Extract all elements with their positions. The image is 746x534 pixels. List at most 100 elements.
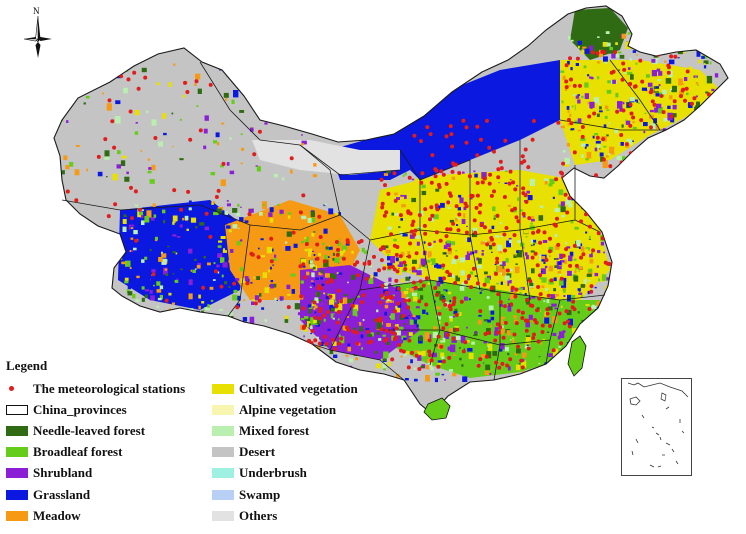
station-dot bbox=[523, 147, 528, 152]
legend-label: Others bbox=[239, 507, 278, 523]
landcover-speckle bbox=[262, 204, 265, 206]
landcover-speckle bbox=[323, 292, 326, 295]
landcover-speckle bbox=[436, 264, 442, 269]
station-dot bbox=[536, 285, 541, 289]
landcover-speckle bbox=[168, 292, 172, 296]
landcover-speckle bbox=[172, 221, 176, 225]
landcover-speckle bbox=[580, 284, 585, 288]
landcover-speckle bbox=[514, 319, 519, 323]
landcover-speckle bbox=[589, 259, 594, 264]
landcover-speckle bbox=[330, 307, 334, 312]
station-dot bbox=[479, 137, 483, 142]
landcover-speckle bbox=[344, 329, 347, 331]
landcover-speckle bbox=[354, 322, 360, 327]
landcover-speckle bbox=[383, 245, 389, 249]
landcover-speckle bbox=[412, 259, 417, 264]
landcover-speckle bbox=[287, 212, 292, 215]
station-dot bbox=[436, 364, 441, 369]
landcover-speckle bbox=[635, 118, 640, 122]
station-dot bbox=[447, 355, 452, 360]
landcover-speckle bbox=[542, 338, 546, 342]
landcover-speckle bbox=[338, 252, 343, 257]
station-dot bbox=[572, 307, 577, 312]
landcover-speckle bbox=[201, 316, 206, 322]
landcover-speckle bbox=[433, 214, 439, 220]
station-dot bbox=[414, 251, 419, 256]
landcover-speckle bbox=[668, 59, 675, 65]
landcover-speckle bbox=[569, 113, 572, 117]
landcover-speckle bbox=[585, 304, 590, 307]
landcover-speckle bbox=[684, 77, 688, 81]
landcover-speckle bbox=[149, 179, 155, 184]
station-dot bbox=[564, 247, 569, 252]
landcover-speckle bbox=[651, 70, 657, 77]
landcover-speckle bbox=[521, 373, 526, 378]
landcover-speckle bbox=[695, 105, 699, 110]
landcover-speckle bbox=[554, 364, 560, 370]
landcover-speckle bbox=[260, 255, 265, 258]
landcover-speckle bbox=[533, 239, 536, 243]
landcover-speckle bbox=[141, 67, 147, 73]
station-dot bbox=[350, 303, 355, 308]
landcover-speckle bbox=[572, 93, 576, 96]
station-dot bbox=[548, 324, 552, 328]
station-dot bbox=[383, 183, 387, 188]
landcover-speckle bbox=[695, 82, 699, 85]
landcover-speckle bbox=[708, 147, 714, 154]
station-dot bbox=[600, 236, 605, 241]
landcover-speckle bbox=[577, 311, 580, 314]
landcover-speckle bbox=[553, 277, 557, 282]
landcover-speckle bbox=[567, 123, 570, 126]
landcover-speckle bbox=[329, 270, 335, 274]
station-dot bbox=[501, 335, 506, 340]
landcover-speckle bbox=[286, 84, 289, 86]
landcover-speckle bbox=[670, 88, 674, 92]
landcover-speckle bbox=[546, 331, 550, 333]
landcover-speckle bbox=[679, 108, 684, 113]
landcover-speckle bbox=[216, 142, 220, 146]
legend-label: Swamp bbox=[239, 486, 281, 502]
station-dot bbox=[499, 166, 504, 171]
landcover-speckle bbox=[449, 328, 454, 333]
landcover-speckle bbox=[406, 288, 409, 290]
landcover-speckle bbox=[576, 240, 581, 247]
landcover-speckle bbox=[704, 118, 710, 124]
landcover-speckle bbox=[629, 140, 633, 145]
landcover-speckle bbox=[446, 255, 449, 257]
landcover-speckle bbox=[320, 277, 323, 280]
landcover-speckle bbox=[194, 239, 197, 241]
landcover-speckle bbox=[558, 189, 564, 196]
landcover-speckle bbox=[236, 240, 241, 246]
landcover-speckle bbox=[124, 280, 129, 284]
station-dot bbox=[252, 152, 257, 157]
landcover-speckle bbox=[287, 293, 291, 296]
station-dot bbox=[96, 154, 101, 159]
landcover-speckle bbox=[596, 144, 601, 148]
station-dot bbox=[324, 341, 329, 346]
station-dot bbox=[564, 309, 569, 314]
landcover-speckle bbox=[599, 271, 603, 276]
landcover-speckle bbox=[224, 281, 228, 285]
landcover-speckle bbox=[155, 278, 161, 282]
landcover-speckle bbox=[414, 178, 419, 184]
landcover-speckle bbox=[264, 122, 268, 125]
landcover-speckle bbox=[604, 156, 606, 158]
landcover-speckle bbox=[517, 198, 519, 201]
landcover-speckle bbox=[675, 149, 680, 153]
landcover-speckle bbox=[541, 285, 545, 288]
station-dot bbox=[423, 207, 428, 212]
station-dot bbox=[291, 230, 296, 235]
landcover-speckle bbox=[510, 288, 514, 292]
station-dot bbox=[398, 254, 403, 259]
station-dot bbox=[502, 195, 507, 199]
landcover-speckle bbox=[266, 246, 273, 254]
landcover-speckle bbox=[717, 146, 721, 150]
landcover-speckle bbox=[474, 250, 478, 254]
station-dot bbox=[648, 90, 653, 95]
station-dot bbox=[677, 164, 682, 168]
landcover-speckle bbox=[564, 357, 567, 362]
landcover-speckle bbox=[356, 319, 359, 322]
landcover-speckle bbox=[412, 314, 416, 318]
station-dot bbox=[494, 360, 499, 365]
